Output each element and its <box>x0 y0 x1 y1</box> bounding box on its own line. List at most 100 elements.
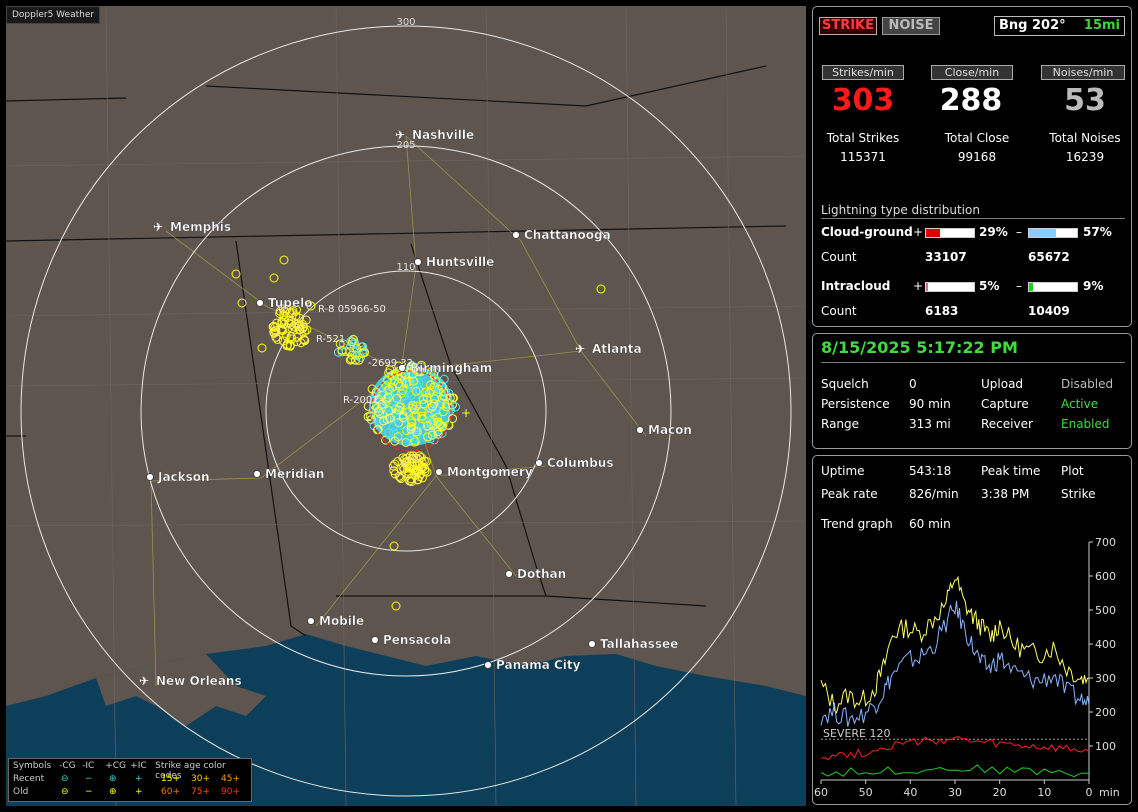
capture-label: Capture <box>981 397 1029 411</box>
y-tick-label: 600 <box>1095 570 1116 583</box>
upload-value[interactable]: Disabled <box>1061 377 1114 391</box>
range-labels: 300 205 110 <box>396 17 415 273</box>
noise-button[interactable]: NOISE <box>882 17 940 35</box>
legend-col-pcg: +CG <box>105 761 127 771</box>
x-tick-label: 10 <box>1037 786 1051 799</box>
strike-mark <box>417 473 427 483</box>
close-per-min-button[interactable]: Close/min <box>931 65 1013 80</box>
plot-value[interactable]: Strike <box>1061 487 1096 501</box>
strike-mark <box>393 371 402 381</box>
receiver-value[interactable]: Enabled <box>1061 417 1110 431</box>
x-unit-label: min <box>1099 786 1120 799</box>
strike-mark <box>382 375 392 385</box>
capture-value[interactable]: Active <box>1061 397 1099 411</box>
strike-mark <box>406 424 416 434</box>
crosshair-icon: + <box>461 406 471 420</box>
strike-mark <box>388 422 398 432</box>
cg-neg-sign: – <box>1016 225 1022 239</box>
strike-mark <box>395 402 404 412</box>
trend-label: Trend graph <box>821 517 893 531</box>
ic-pos-pct: 5% <box>979 279 1000 293</box>
strike-mark <box>306 301 316 311</box>
nic-old-icon: − <box>85 787 93 797</box>
strikes-per-min-button[interactable]: Strikes/min <box>822 65 904 80</box>
strike-mark <box>428 401 437 411</box>
nic-recent-icon: − <box>85 774 93 784</box>
persistence-value[interactable]: 90 min <box>909 397 951 411</box>
coast-land <box>96 654 266 726</box>
strike-mark <box>417 411 427 421</box>
strike-mark <box>406 422 416 432</box>
city-label: Pensacola <box>383 633 451 647</box>
strike-mark <box>231 269 241 279</box>
strike-mark <box>335 339 345 349</box>
cg-neg-count: 65672 <box>1028 250 1070 264</box>
strike-mark <box>374 407 384 416</box>
strike-mark <box>407 361 416 371</box>
city-label: Huntsville <box>426 255 494 269</box>
strike-button[interactable]: STRIKE <box>819 17 877 35</box>
city-dot-icon <box>307 617 315 625</box>
noises-per-min-button[interactable]: Noises/min <box>1041 65 1125 80</box>
trend-series-line <box>820 600 1090 727</box>
ic-count-label: Count <box>821 304 857 318</box>
city-memphis: ✈ Memphis <box>153 220 231 234</box>
ic-neg-bar <box>1028 282 1078 292</box>
city-meridian: Meridian <box>253 467 325 481</box>
strike-mark <box>402 453 412 463</box>
range-value[interactable]: 313 mi <box>909 417 951 431</box>
city-dot-icon <box>398 364 406 372</box>
total-close-value: 99168 <box>957 150 997 164</box>
peak-time-value: 3:38 PM <box>981 487 1030 501</box>
airport-icon: ✈ <box>575 342 585 356</box>
trend-value[interactable]: 60 min <box>909 517 951 531</box>
strike-mark <box>391 601 401 611</box>
strike-status-panel: STRIKE NOISE Bng 202° 15mi Strikes/min C… <box>812 6 1132 327</box>
strike-mark <box>279 255 289 265</box>
strike-mark <box>292 305 301 315</box>
airport-icon: ✈ <box>139 674 149 688</box>
squelch-value[interactable]: 0 <box>909 377 917 391</box>
strike-mark <box>410 470 420 480</box>
severe-threshold-label: SEVERE 120 <box>823 727 891 740</box>
city-dot-icon <box>435 468 443 476</box>
city-label: Meridian <box>265 467 324 481</box>
strike-mark <box>422 393 432 403</box>
city-nashville: ✈ Nashville <box>395 128 474 142</box>
strike-mark <box>437 401 447 411</box>
strike-mark <box>422 421 432 431</box>
strike-mark <box>371 387 381 397</box>
city-mobile: Mobile <box>307 614 364 628</box>
city-montgomery: Montgomery <box>435 465 533 479</box>
city-macon: Macon <box>636 423 692 437</box>
strike-mark <box>421 387 431 397</box>
strike-mark <box>347 337 357 347</box>
recent-age-3: 45+ <box>221 774 240 784</box>
city-label: Memphis <box>170 220 231 234</box>
intracloud-label: Intracloud <box>821 279 891 293</box>
app-title: Doppler5 Weather <box>6 6 101 24</box>
strike-mark <box>271 332 281 342</box>
strike-mark <box>383 392 393 402</box>
legend-age-title: Strike age color codes <box>155 761 226 781</box>
radar-map[interactable]: 300 205 110 + ✈ Nashville ✈ Memphis Chattano… <box>6 6 806 806</box>
cg-pos-bar <box>925 228 975 238</box>
storm-label: R-8 05966-50 <box>318 304 386 315</box>
legend-old-label: Old <box>13 787 29 797</box>
y-tick-label: 700 <box>1095 536 1116 549</box>
city-dot-icon <box>512 231 520 239</box>
bearing-display: Bng 202° 15mi <box>994 16 1125 36</box>
map-canvas[interactable]: 300 205 110 + ✈ Nashville ✈ Memphis Chattano… <box>6 6 806 806</box>
strike-mark <box>295 321 304 331</box>
strike-mark <box>353 351 363 361</box>
city-label: Mobile <box>319 614 364 628</box>
trend-series-line <box>820 764 1090 778</box>
cg-count-label: Count <box>821 250 857 264</box>
city-label: Birmingham <box>410 361 492 375</box>
old-age-1: 60+ <box>161 787 180 797</box>
strike-mark <box>409 424 419 434</box>
city-label: New Orleans <box>156 674 242 688</box>
strike-mark <box>451 402 460 412</box>
strike-mark <box>417 414 427 424</box>
current-datetime: 8/15/2025 5:17:22 PM <box>821 338 1018 357</box>
